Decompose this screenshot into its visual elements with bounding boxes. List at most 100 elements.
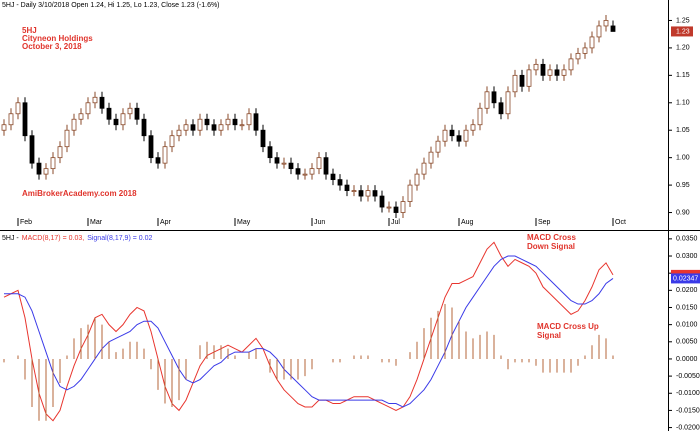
candle-body <box>211 124 217 131</box>
candle-body <box>120 113 126 126</box>
candle-body <box>36 162 42 175</box>
candle-body <box>547 69 553 76</box>
annotation: 5HJ <box>22 26 37 35</box>
candle-body <box>477 107 483 126</box>
x-tick-label: Aug <box>461 219 474 226</box>
annotation: Down Signal <box>527 242 575 251</box>
candle-body <box>554 69 560 76</box>
candle-body <box>288 162 294 170</box>
candle-body <box>141 118 147 137</box>
candle-body <box>162 146 168 164</box>
candle-body <box>8 113 14 126</box>
candle-body <box>218 124 224 131</box>
candle-body <box>323 157 329 175</box>
candle-body <box>316 157 322 170</box>
y-tick-label: 1.10 <box>676 100 690 107</box>
candle-body <box>428 151 434 164</box>
candle-body <box>246 113 252 126</box>
candle-body <box>295 168 301 175</box>
y-tick-label: 1.05 <box>676 127 690 134</box>
legend-entry: MACD(8,17) = 0.03, <box>22 235 84 242</box>
y-tick-label: 0.90 <box>676 209 690 216</box>
candle-body <box>449 129 455 137</box>
candle-body <box>78 113 84 120</box>
candle-body <box>183 124 189 131</box>
x-tick-label: Jun <box>314 219 325 226</box>
candle-body <box>267 146 273 159</box>
candle-body <box>204 118 210 126</box>
candle-body <box>561 69 567 76</box>
candle-body <box>330 173 336 181</box>
x-tick-label: Apr <box>160 219 172 226</box>
candle-body <box>575 52 581 60</box>
candle-body <box>232 118 238 126</box>
y-tick-label: 0.0050 <box>676 339 698 346</box>
legend-entry: Signal(8,17,9) = 0.02 <box>87 235 152 242</box>
candle-body <box>15 102 21 115</box>
candle-body <box>358 190 364 197</box>
annotation: Signal <box>537 331 561 340</box>
candle-body <box>463 129 469 142</box>
last-value-label: 0.02347 <box>673 275 698 282</box>
candle-body <box>435 140 441 153</box>
annotation: MACD Cross Up <box>537 322 599 331</box>
x-tick-label: Feb <box>20 219 32 226</box>
candle-body <box>253 113 259 131</box>
y-tick-label: 0.0100 <box>676 321 698 328</box>
y-tick-label: 0.0000 <box>676 356 698 363</box>
candle-body <box>71 118 77 131</box>
annotation: AmiBrokerAcademy.com 2018 <box>22 189 137 198</box>
candle-body <box>603 20 609 27</box>
candle-body <box>526 69 532 87</box>
candle-body <box>386 206 392 209</box>
candle-body <box>197 118 203 131</box>
x-tick-label: May <box>237 219 251 226</box>
candle-body <box>302 173 308 176</box>
y-tick-label: 1.25 <box>676 17 690 24</box>
annotation: Cityneon Holdings <box>22 34 93 43</box>
candle-body <box>351 190 357 192</box>
candle-body <box>281 162 287 165</box>
candle-body <box>113 118 119 126</box>
candle-body <box>29 135 35 164</box>
y-tick-label: 1.15 <box>676 72 690 79</box>
candle-body <box>505 91 511 115</box>
candle-body <box>106 107 112 120</box>
candle-body <box>176 129 182 137</box>
candle-body <box>85 102 91 115</box>
candle-body <box>393 206 399 213</box>
y-tick-label: -0.0150 <box>676 407 700 414</box>
candle-body <box>43 168 49 175</box>
y-tick-label: 1.00 <box>676 155 690 162</box>
candle-body <box>190 124 196 131</box>
candle-body <box>442 129 448 142</box>
y-tick-label: -0.0050 <box>676 373 700 380</box>
candle-body <box>421 162 427 175</box>
candle-body <box>169 135 175 148</box>
candle-body <box>64 129 70 148</box>
candle-body <box>407 184 413 202</box>
panel-title: 5HJ - <box>2 235 19 242</box>
candle-body <box>92 96 98 104</box>
x-tick-label: Sep <box>538 219 551 226</box>
series-line <box>4 255 614 408</box>
candle-body <box>309 168 315 175</box>
candle-body <box>470 124 476 131</box>
x-tick-label: Oct <box>615 219 626 226</box>
candle-body <box>610 25 616 32</box>
candle-body <box>1 124 7 131</box>
annotation: MACD Cross <box>527 233 576 242</box>
annotation: October 3, 2018 <box>22 42 82 51</box>
candle-body <box>589 36 595 49</box>
candle-body <box>134 107 140 120</box>
candle-body <box>260 129 266 148</box>
candle-body <box>99 96 105 109</box>
candle-body <box>540 63 546 76</box>
candle-body <box>498 102 504 115</box>
candle-body <box>127 107 133 115</box>
candle-body <box>22 102 28 137</box>
x-tick-label: Mar <box>90 219 103 226</box>
y-tick-label: -0.0200 <box>676 424 700 431</box>
candle-body <box>484 91 490 109</box>
candle-body <box>596 25 602 38</box>
